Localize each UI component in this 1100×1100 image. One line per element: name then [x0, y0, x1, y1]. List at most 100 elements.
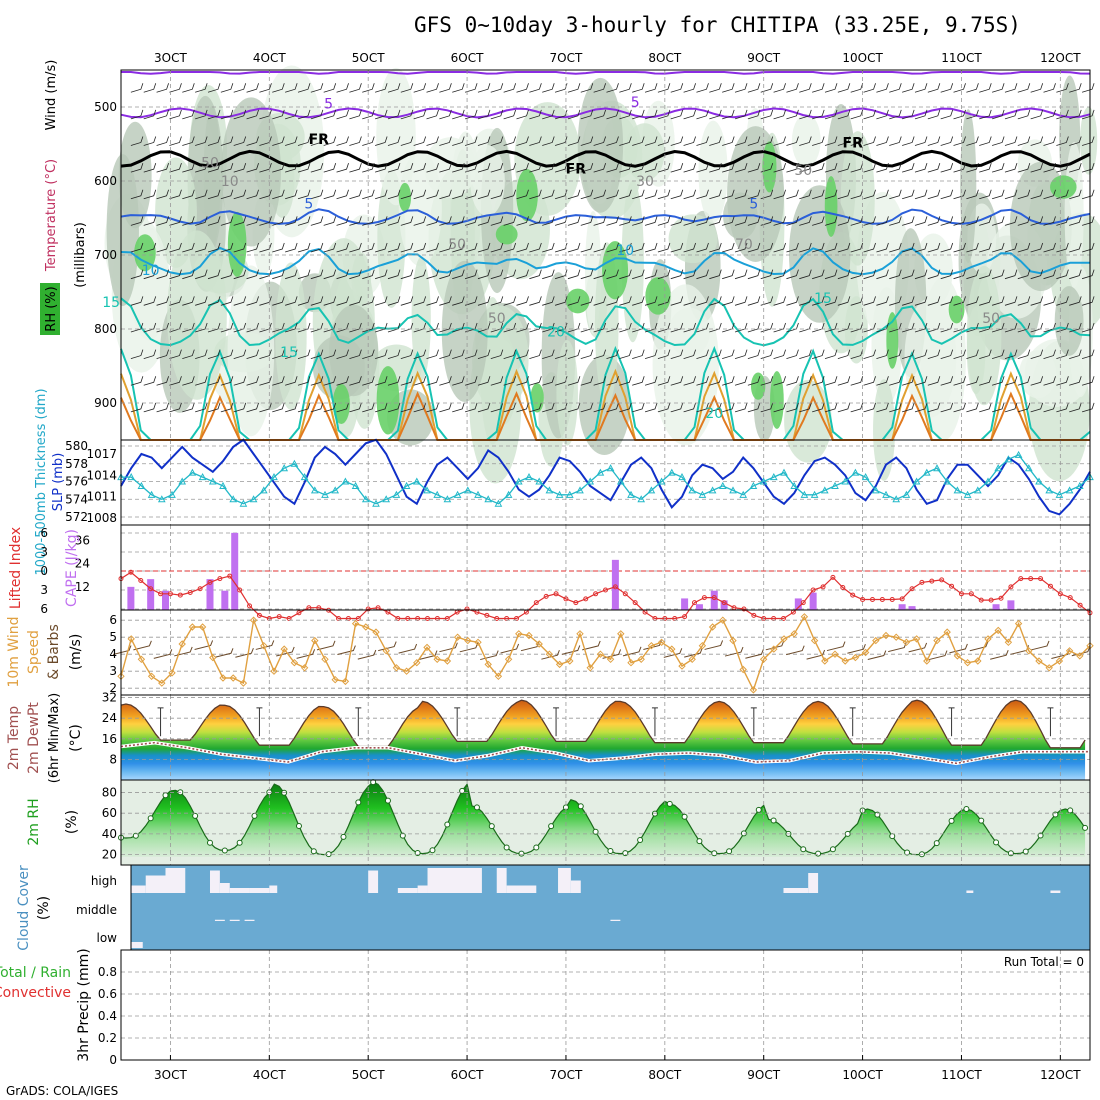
rh-point	[295, 823, 302, 830]
wind-speed-point	[627, 658, 635, 667]
lifted-index-point	[800, 600, 806, 606]
bottom-tick-label-8: 11OCT	[941, 1068, 982, 1082]
wind-barb	[310, 216, 324, 226]
thickness-tick-4: 580	[65, 439, 88, 453]
thickness-point	[514, 477, 523, 485]
rh-tick-2: 60	[102, 806, 117, 820]
contour-label-16: 30	[636, 174, 654, 190]
wind-barb	[991, 216, 1005, 226]
wind-barb	[400, 162, 414, 173]
wind-barb	[644, 296, 658, 306]
rh-point	[755, 806, 762, 813]
wind-barb	[593, 376, 607, 386]
wind-barb	[1017, 402, 1031, 413]
rh-shade	[966, 265, 1002, 406]
wind-barb	[182, 402, 195, 413]
rh-point	[726, 848, 733, 855]
wind-barb	[554, 269, 568, 280]
li-tick-4: 6	[40, 602, 48, 616]
wind-barb	[914, 376, 928, 386]
wind-barb	[593, 269, 607, 280]
wind-barb	[927, 376, 941, 386]
rh-point	[132, 832, 139, 839]
wind-barb	[490, 136, 504, 146]
contour-label-14: 50	[201, 156, 219, 172]
cape-bar-0	[127, 586, 135, 610]
wind-barb	[927, 269, 941, 280]
cloud-high-bar-3	[209, 870, 220, 893]
rh-point	[889, 833, 896, 840]
wind-barb	[477, 162, 491, 173]
wind-barb	[1004, 269, 1018, 280]
wind-barb	[683, 109, 696, 120]
wind-barb	[207, 189, 221, 200]
slp-tick-2: 1014	[86, 468, 117, 482]
rh-shade	[329, 304, 379, 397]
wind-tick-3: 5	[109, 630, 117, 644]
wind-barb	[567, 136, 581, 146]
wind-barb	[362, 189, 375, 200]
wind-barb	[272, 136, 285, 146]
wind-barb	[323, 376, 337, 386]
wind-speed-point	[249, 616, 258, 624]
wind-barb	[709, 402, 722, 413]
thickness-point	[769, 473, 778, 481]
lifted-index-point	[998, 595, 1004, 601]
wind-barb	[400, 349, 414, 359]
wind-barb	[1056, 216, 1069, 226]
wind-barb	[413, 83, 427, 93]
lifted-index-point	[879, 597, 885, 602]
wind-barb	[876, 376, 889, 386]
contour-label-13: 20	[705, 406, 723, 422]
wind-barb	[375, 83, 388, 93]
wind-barb	[297, 242, 311, 253]
wind-barb	[503, 296, 517, 306]
wind-speed-point	[719, 616, 727, 624]
thickness-point	[851, 468, 860, 476]
wind-barb	[670, 216, 684, 226]
wind-barb	[169, 376, 182, 386]
wind-barb	[889, 402, 902, 413]
wind-barb	[606, 189, 619, 200]
wind-barb	[375, 349, 388, 359]
wind-barb	[336, 242, 349, 253]
li-tick-0: 6	[40, 526, 48, 540]
lifted-index-point	[909, 586, 915, 592]
thickness-point	[1014, 450, 1023, 458]
wind-barb	[567, 109, 581, 120]
thickness-point	[219, 481, 227, 489]
thickness-point	[800, 490, 809, 498]
wind-barb	[362, 83, 375, 93]
wind-barb-10m	[235, 648, 254, 658]
wind-barb	[1004, 189, 1018, 200]
wind-barb	[375, 402, 388, 413]
rh2m-panel: 20 40 60 80 2m RH (%)	[26, 779, 1091, 866]
wind-barb	[246, 269, 259, 280]
wind-barb	[606, 83, 619, 93]
wind-barb	[734, 376, 748, 386]
wind-barb	[593, 83, 607, 93]
rh-point	[800, 846, 807, 853]
wind-barb-10m	[582, 640, 601, 651]
lifted-index-point	[1047, 583, 1053, 589]
wind-barb	[516, 269, 529, 280]
rh-shade	[873, 379, 895, 481]
thickness-point	[922, 468, 931, 476]
cape-bar-7	[681, 598, 689, 610]
top-tick-label-7: 10OCT	[842, 51, 883, 65]
wind-speed-point	[1065, 647, 1074, 655]
wind-barb	[272, 402, 285, 413]
rh-point	[518, 850, 525, 857]
rh-shade	[1054, 286, 1084, 356]
wind-barb	[413, 376, 427, 386]
thickness-point	[229, 495, 238, 503]
cloud-high-bar-13	[496, 868, 507, 893]
lifted-index-point	[128, 569, 134, 575]
wind-barb	[349, 376, 362, 386]
wind-barb	[606, 242, 619, 253]
lifted-index-point	[889, 597, 895, 602]
wind-barb	[734, 242, 748, 253]
wind-barb	[850, 242, 864, 253]
wind-barb	[207, 109, 221, 120]
wind-barb	[979, 109, 992, 120]
